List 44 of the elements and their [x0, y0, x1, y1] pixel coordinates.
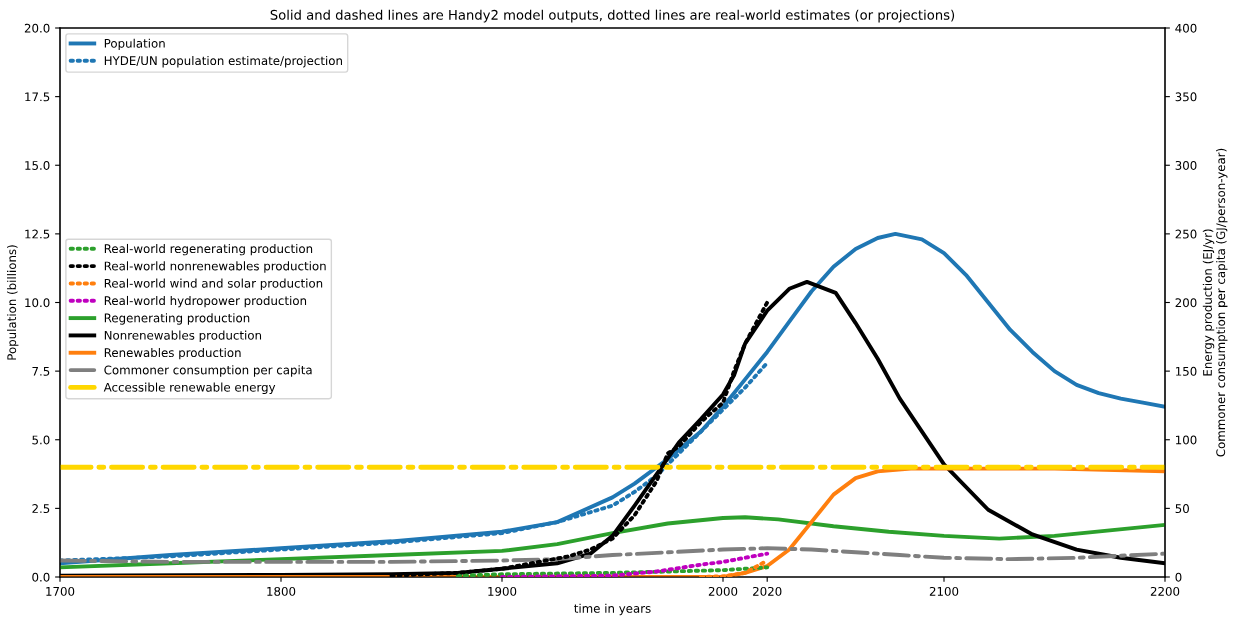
y-tick-label: 17.5: [25, 92, 50, 102]
y-tick-label: 2.5: [32, 504, 50, 514]
y2-tick-label: 100: [1176, 435, 1197, 445]
y-tick-label: 7.5: [32, 367, 50, 376]
x-tick-label: 2020: [753, 586, 782, 596]
legend-label: Commoner consumption per capita: [104, 365, 312, 377]
legend-label: Nonrenewables production: [104, 330, 262, 343]
y-tick-label: 10.0: [25, 298, 50, 308]
legend-label: Real-world wind and solar production: [104, 278, 323, 291]
y2-tick-label: 0: [1175, 572, 1182, 582]
y2-tick-label: 50: [1175, 504, 1189, 514]
x-tick-label: 1700: [46, 586, 75, 596]
y2-tick-label: 400: [1175, 23, 1197, 33]
line-series: [60, 546, 1165, 564]
y2-tick-label: 150: [1176, 366, 1197, 376]
x-tick-label: 2100: [929, 586, 959, 596]
y-tick-label: 12.5: [25, 229, 50, 239]
x-tick-label: 2000: [708, 586, 738, 596]
line-series: [500, 551, 770, 577]
x-tick-label: 1900: [488, 586, 517, 596]
y2-tick-label: 300: [1175, 160, 1197, 170]
y-tick-label: 15.0: [25, 160, 50, 170]
x-tick-label: 2200: [1150, 586, 1180, 596]
legend-label: Renewables production: [104, 347, 241, 360]
legend-label: HYDE/UN population estimate/projection: [104, 55, 342, 68]
legend-label: Population: [104, 38, 165, 51]
y-tick-label: 20.0: [24, 23, 50, 33]
chart-title: Solid and dashed lines are Handy2 model outputs, dotted lines are real-world estimates (or projections): [270, 9, 955, 23]
line-series: [455, 565, 770, 577]
x-tick-label: 1800: [267, 586, 296, 596]
legend-label: Real-world nonrenewables production: [104, 261, 326, 273]
y2-tick-label: 200: [1175, 298, 1197, 308]
x-axis-title: time in years: [574, 603, 651, 616]
y2-axis-title: Energy production (EJ/yr) Commoner consumption per capita (GJ/person-year): [1202, 148, 1228, 457]
legend-label: Accessible renewable energy: [103, 382, 276, 394]
y-tick-label: 5.0: [32, 435, 50, 445]
y2-tick-label: 250: [1175, 229, 1197, 239]
y-axis-title: Population (billions): [7, 245, 19, 360]
line-series: [60, 515, 1165, 570]
y-tick-label: 0.0: [32, 572, 50, 582]
legend-label: Real-world regenerating production: [104, 243, 313, 256]
legend-label: Real-world hydropower production: [104, 295, 307, 308]
legend-label: Regenerating production: [104, 313, 250, 325]
y2-tick-label: 350: [1175, 92, 1197, 102]
